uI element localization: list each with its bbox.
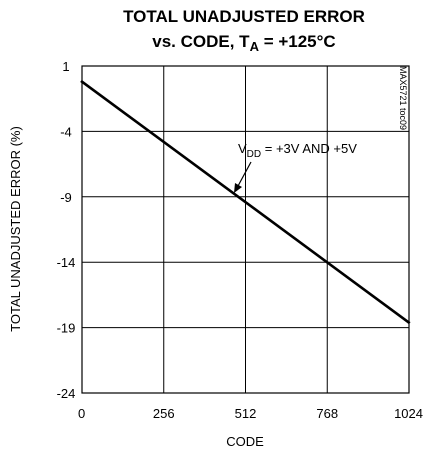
series-group [80, 79, 411, 325]
x-tick-label: 0 [78, 406, 85, 421]
chart-title-line2: vs. CODE, TA = +125°C [152, 32, 335, 54]
y-tick-label: -24 [57, 386, 76, 401]
x-tick-label: 768 [316, 406, 338, 421]
x-tick-label: 256 [153, 406, 175, 421]
annotation-arrowhead [234, 183, 242, 193]
chart-title-line1: TOTAL UNADJUSTED ERROR [123, 7, 365, 26]
y-tick-label: 1 [62, 59, 69, 74]
y-tick-labels: 1 -4 -9 -14 -19 -24 [57, 59, 76, 401]
y-tick-label: -14 [57, 255, 76, 270]
x-axis-label: CODE [226, 434, 264, 449]
y-tick-label: -19 [57, 321, 76, 336]
y-tick-label: -4 [60, 124, 72, 139]
grid [81, 65, 410, 394]
x-tick-labels: 0 256 512 768 1024 [78, 406, 423, 421]
annotation-arrow-line [237, 161, 252, 187]
plot-frame [81, 65, 410, 394]
series-line [80, 79, 411, 325]
x-tick-label: 512 [235, 406, 257, 421]
side-code-label: MAX5721 toc09 [398, 66, 408, 130]
x-tick-label: 1024 [394, 406, 423, 421]
y-tick-label: -9 [60, 190, 72, 205]
annotation-label: VDD = +3V AND +5V [238, 141, 357, 160]
y-axis-label: TOTAL UNADJUSTED ERROR (%) [8, 126, 23, 332]
